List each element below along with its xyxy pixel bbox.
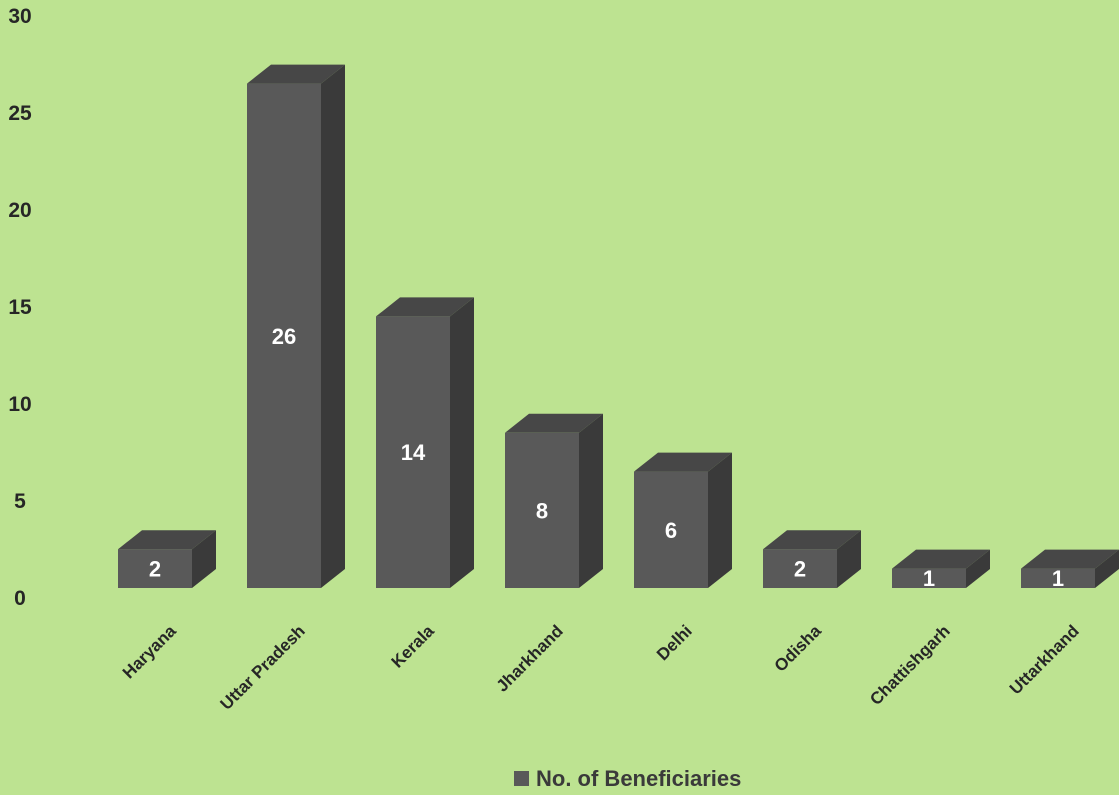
data-label: 1 xyxy=(923,566,935,591)
bar-top xyxy=(118,530,216,550)
legend-swatch xyxy=(514,771,529,786)
bar-front xyxy=(118,549,192,588)
y-tick-label: 10 xyxy=(8,393,31,416)
x-tick-label: Delhi xyxy=(653,621,696,664)
data-label: 14 xyxy=(401,440,426,465)
bar-front xyxy=(634,471,708,588)
data-label: 2 xyxy=(149,557,161,582)
bar-side xyxy=(321,64,345,589)
legend: No. of Beneficiaries xyxy=(514,766,741,791)
x-tick-label: Uttar Pradesh xyxy=(217,621,309,713)
bar-front xyxy=(1021,568,1095,588)
bar-top xyxy=(247,64,345,84)
bar-front xyxy=(247,83,321,588)
bar-side xyxy=(450,297,474,588)
bar-side xyxy=(966,549,990,588)
bar-top xyxy=(505,413,603,433)
y-tick-label: 25 xyxy=(8,102,32,125)
y-tick-label: 30 xyxy=(8,5,31,28)
bar-top xyxy=(376,297,474,317)
data-label: 8 xyxy=(536,498,548,523)
data-labels: 2 26 14 8 6 2 1 1 xyxy=(149,324,1064,591)
bar-side xyxy=(192,530,216,588)
bar-top xyxy=(1021,549,1119,569)
bars xyxy=(118,64,1119,589)
bar-side xyxy=(708,452,732,588)
y-tick-label: 20 xyxy=(8,199,31,222)
data-label: 6 xyxy=(665,518,677,543)
bar-front xyxy=(892,568,966,588)
x-tick-label: Odisha xyxy=(771,621,826,676)
x-tick-label: Uttarkhand xyxy=(1006,621,1083,698)
x-tick-label: Jharkhand xyxy=(493,621,567,695)
data-label: 1 xyxy=(1052,566,1064,591)
x-tick-label: Kerala xyxy=(388,621,439,672)
bar-side xyxy=(837,530,861,588)
data-label: 26 xyxy=(272,324,296,349)
bar-side xyxy=(579,413,603,588)
bar-top xyxy=(763,530,861,550)
bar-front xyxy=(376,316,450,588)
x-tick-label: Haryana xyxy=(119,621,180,682)
y-tick-label: 5 xyxy=(14,490,26,513)
y-tick-label: 0 xyxy=(14,587,26,610)
x-tick-label: Chattishgarh xyxy=(866,621,954,709)
y-tick-label: 15 xyxy=(8,296,32,319)
bar-front xyxy=(763,549,837,588)
x-axis-ticks: Haryana Uttar Pradesh Kerala Jharkhand Delhi… xyxy=(119,621,1083,714)
bar-top xyxy=(892,549,990,569)
data-label: 2 xyxy=(794,557,806,582)
bar-side xyxy=(1095,549,1119,588)
legend-label: No. of Beneficiaries xyxy=(536,766,741,791)
bar-front xyxy=(505,432,579,588)
y-axis-ticks: 0 5 10 15 20 25 30 xyxy=(8,5,32,610)
bar-top xyxy=(634,452,732,472)
